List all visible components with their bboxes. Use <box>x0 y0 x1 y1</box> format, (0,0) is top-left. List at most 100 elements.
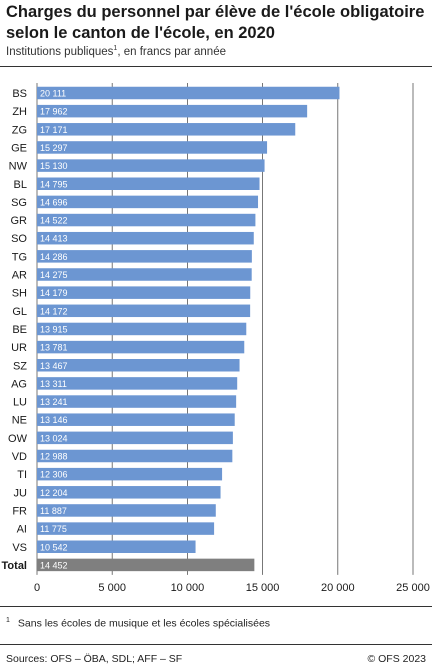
bar-chart: 20 111 BS 17 962 ZH 17 171 ZG 15 297 GE 15 130 NW… <box>2 83 430 594</box>
x-tick-label: 15 000 <box>246 582 280 594</box>
bar <box>37 159 265 172</box>
bar <box>37 504 216 517</box>
bar <box>37 467 223 481</box>
category-label: ZH <box>12 106 27 118</box>
bar-value-label: 11 775 <box>40 524 67 534</box>
bar <box>37 250 252 263</box>
bar-value-label: 15 297 <box>40 143 68 153</box>
bar-value-label: 14 452 <box>40 560 68 570</box>
bar-value-label: 14 795 <box>40 179 68 189</box>
category-label: BS <box>12 88 27 100</box>
bar <box>37 141 268 154</box>
bar <box>37 231 254 245</box>
category-label: TG <box>12 251 27 263</box>
total-category-label: Total <box>2 560 27 572</box>
x-tick-label: 10 000 <box>171 582 205 594</box>
x-tick-label: 0 <box>34 582 40 594</box>
bar <box>37 195 259 209</box>
bar-value-label: 12 988 <box>40 452 68 462</box>
source-text: Sources: OFS – ÖBA, SDL; AFF – SF <box>6 653 183 665</box>
footer-rule <box>0 644 432 645</box>
bar-value-label: 12 204 <box>40 488 68 498</box>
bar-value-label: 14 275 <box>40 270 68 280</box>
bar-value-label: 13 781 <box>40 343 68 353</box>
footnote-marker: 1 <box>6 617 10 624</box>
category-label: BL <box>14 179 27 191</box>
bar-value-label: 12 306 <box>40 470 68 480</box>
bar <box>37 540 196 553</box>
bar <box>37 522 215 535</box>
bar-value-label: 14 179 <box>40 288 68 298</box>
bar <box>37 395 237 408</box>
bar <box>37 340 245 354</box>
category-label: TI <box>17 469 27 481</box>
bar-value-label: 17 962 <box>40 107 68 117</box>
category-label: LU <box>13 397 27 409</box>
subtitle-footnote-marker: 1 <box>113 45 118 52</box>
title-line-1: Charges du personnel par élève de l'écol… <box>6 3 425 21</box>
bar-value-label: 10 542 <box>40 542 68 552</box>
copyright-text: © OFS 2023 <box>367 653 426 665</box>
total-bar <box>37 558 255 572</box>
category-label: NW <box>9 161 28 173</box>
category-label: OW <box>8 433 28 445</box>
bar-value-label: 11 887 <box>40 506 67 516</box>
chart-title: Charges du personnel par élève de l'écol… <box>6 2 426 44</box>
category-label: AR <box>12 270 27 282</box>
category-label: SG <box>11 197 27 209</box>
bar-value-label: 13 146 <box>40 415 68 425</box>
footnote-rule <box>0 606 432 607</box>
bar <box>37 286 251 299</box>
bar-value-label: 20 111 <box>40 89 66 99</box>
bar <box>37 268 252 281</box>
bar-value-label: 17 171 <box>40 125 68 135</box>
bar-value-label: 13 024 <box>40 433 68 443</box>
bar-value-label: 14 172 <box>40 306 68 316</box>
bar-value-label: 14 696 <box>40 197 68 207</box>
bar <box>37 486 221 499</box>
bar <box>37 377 238 390</box>
subtitle-rest: , en francs par année <box>117 45 226 58</box>
bar <box>37 449 233 463</box>
bar <box>37 359 240 372</box>
category-label: AG <box>11 378 27 390</box>
category-label: SH <box>12 288 27 300</box>
header-rule <box>0 66 432 67</box>
x-tick-label: 5 000 <box>98 582 126 594</box>
category-label: SZ <box>13 360 27 372</box>
category-label: FR <box>12 505 27 517</box>
category-label: GL <box>12 306 27 318</box>
category-label: JU <box>14 487 28 499</box>
category-label: AI <box>17 524 27 536</box>
bar <box>37 413 235 426</box>
bar <box>37 86 340 100</box>
subtitle-main: Institutions publiques <box>6 45 114 58</box>
category-label: VD <box>12 451 27 463</box>
category-label: SO <box>11 233 27 245</box>
category-label: ZG <box>12 124 27 136</box>
bar-value-label: 13 467 <box>40 361 68 371</box>
category-label: UR <box>11 342 27 354</box>
x-tick-label: 25 000 <box>396 582 430 594</box>
bar <box>37 431 233 445</box>
bar-value-label: 13 915 <box>40 324 68 334</box>
bar-value-label: 13 311 <box>40 379 67 389</box>
category-label: GR <box>11 215 28 227</box>
bar-value-label: 14 286 <box>40 252 68 262</box>
category-label: NE <box>12 415 27 427</box>
bar <box>37 322 247 336</box>
footnote: 1 Sans les écoles de musique et les école… <box>6 617 270 630</box>
category-label: BE <box>12 324 27 336</box>
x-tick-label: 20 000 <box>321 582 355 594</box>
category-label: VS <box>12 542 27 554</box>
footnote-text: Sans les écoles de musique et les écoles… <box>17 617 271 630</box>
bar-value-label: 15 130 <box>40 161 68 171</box>
title-line-2: selon le canton de l'école, en 2020 <box>6 24 275 42</box>
bar <box>37 177 260 190</box>
bar-value-label: 14 522 <box>40 216 68 226</box>
chart-subtitle: Institutions publiques1, en francs par a… <box>6 45 226 58</box>
bar <box>37 123 296 136</box>
bar-value-label: 13 241 <box>40 397 68 407</box>
bar <box>37 304 251 318</box>
bar <box>37 213 256 227</box>
